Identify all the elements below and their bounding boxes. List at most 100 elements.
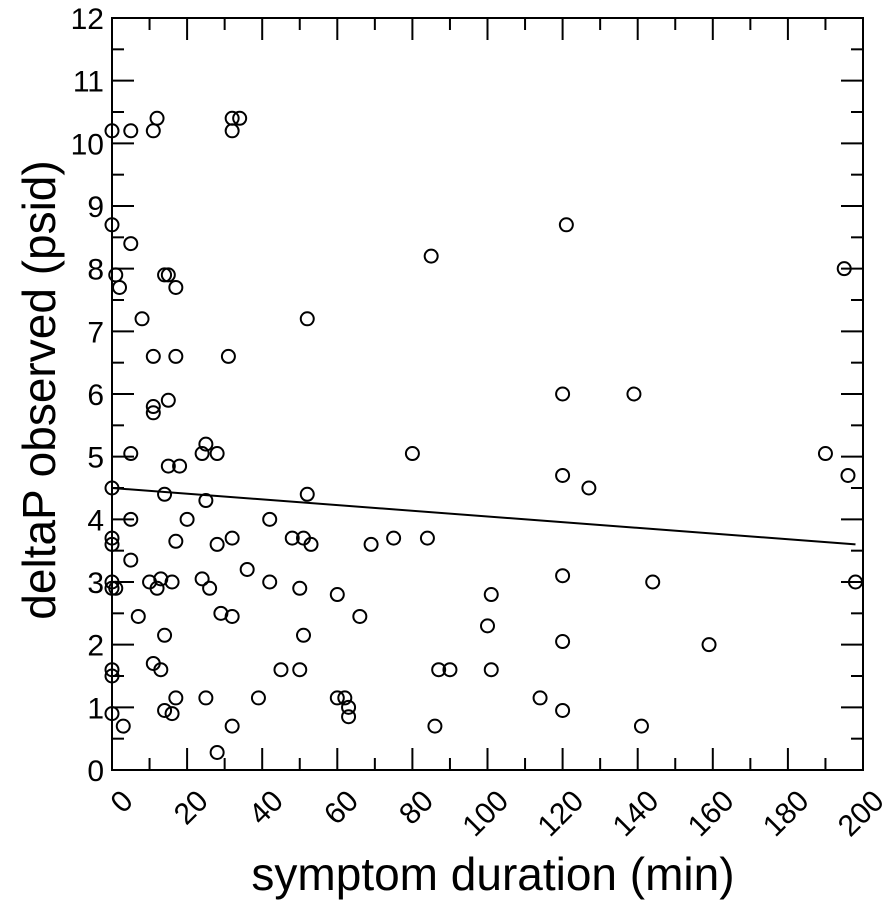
data-point	[483, 662, 499, 678]
x-tick-label: 100	[456, 784, 515, 843]
data-point	[480, 618, 495, 634]
data-point	[224, 123, 240, 139]
data-point	[202, 580, 218, 596]
data-point	[232, 110, 248, 126]
y-tick-label: 7	[87, 316, 104, 349]
data-point	[145, 348, 161, 364]
data-point	[108, 580, 124, 596]
data-point	[209, 744, 225, 760]
y-tick-label: 6	[87, 379, 104, 412]
plot-frame	[111, 17, 864, 771]
data-point	[198, 493, 214, 509]
data-point	[427, 718, 443, 734]
data-point	[555, 386, 571, 402]
data-point	[299, 311, 315, 327]
data-point	[153, 662, 169, 678]
data-point	[220, 348, 236, 364]
data-point	[149, 110, 165, 126]
y-tick-label: 4	[87, 504, 104, 537]
x-tick-label: 140	[607, 784, 666, 843]
data-point	[701, 637, 717, 653]
axis-ticks	[111, 17, 864, 771]
data-point	[581, 480, 597, 496]
y-tick-label: 1	[87, 692, 104, 725]
data-point	[558, 217, 574, 233]
data-point	[209, 446, 225, 462]
x-tick-label: 20	[168, 784, 215, 831]
x-tick-label: 0	[105, 784, 140, 819]
data-point	[224, 110, 240, 126]
data-point	[168, 533, 184, 549]
data-point	[209, 536, 225, 552]
x-tick-label: 120	[532, 784, 591, 843]
data-point	[194, 571, 210, 587]
data-point	[224, 530, 240, 546]
data-point	[423, 248, 439, 264]
data-point	[299, 486, 315, 502]
data-point	[104, 580, 120, 596]
data-point	[123, 511, 139, 527]
data-point	[123, 236, 139, 252]
data-point	[337, 690, 353, 706]
data-point	[363, 536, 379, 552]
data-point	[224, 608, 240, 624]
data-point	[160, 267, 176, 283]
data-point	[112, 279, 128, 295]
data-points	[104, 110, 863, 760]
data-point	[168, 690, 184, 706]
data-point	[104, 706, 120, 722]
data-point	[145, 123, 161, 139]
y-tick-label: 9	[87, 191, 104, 224]
data-point	[847, 574, 863, 590]
data-point	[633, 718, 649, 734]
data-point	[352, 608, 368, 624]
data-point	[329, 587, 345, 603]
data-point	[419, 530, 435, 546]
data-point	[157, 627, 173, 643]
data-point	[157, 486, 173, 502]
data-point	[303, 536, 319, 552]
data-point	[555, 702, 571, 718]
y-tick-label: 3	[87, 567, 104, 600]
x-tick-label: 80	[393, 784, 440, 831]
data-point	[224, 718, 240, 734]
data-point	[404, 446, 420, 462]
trend-line	[111, 487, 856, 546]
data-point	[341, 709, 357, 725]
x-tick-label: 180	[757, 784, 816, 843]
data-point	[168, 279, 184, 295]
data-point	[160, 458, 176, 474]
x-axis-title: symptom duration (min)	[251, 848, 734, 900]
data-point	[123, 446, 139, 462]
data-point	[149, 580, 165, 596]
data-point	[555, 467, 571, 483]
data-point	[104, 668, 120, 684]
y-tick-label: 0	[87, 755, 104, 788]
data-point	[626, 386, 642, 402]
data-point	[442, 662, 458, 678]
data-point	[555, 568, 571, 584]
data-point	[296, 627, 312, 643]
data-point	[532, 690, 548, 706]
y-axis-title: deltaP observed (psid)	[13, 160, 65, 619]
data-point	[123, 552, 139, 568]
data-point	[145, 399, 161, 415]
data-point	[194, 446, 210, 462]
y-tick-label: 11	[73, 66, 104, 99]
data-point	[198, 436, 214, 452]
data-point	[104, 217, 120, 233]
data-point	[123, 123, 139, 139]
data-point	[115, 718, 131, 734]
data-point	[645, 574, 661, 590]
data-point	[168, 348, 184, 364]
data-point	[104, 530, 120, 546]
data-point	[130, 608, 146, 624]
data-point	[840, 467, 856, 483]
x-tick-label: 40	[243, 784, 290, 831]
data-point	[341, 699, 357, 715]
data-point	[104, 662, 120, 678]
data-point	[555, 634, 571, 650]
y-tick-label: 12	[71, 3, 104, 36]
